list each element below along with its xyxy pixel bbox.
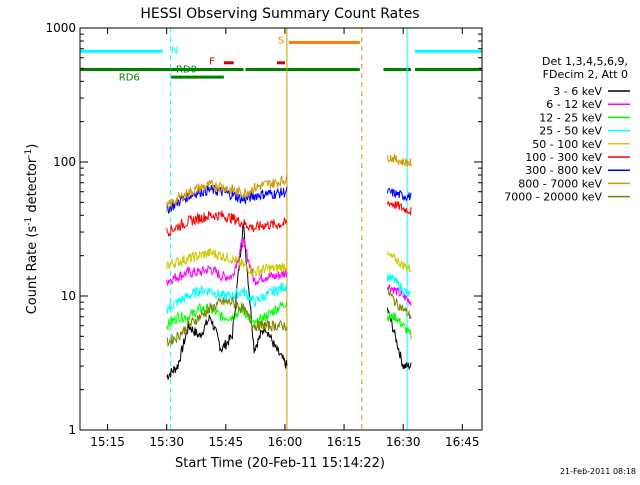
series-4 <box>166 248 412 277</box>
series-trace <box>386 154 412 167</box>
y-tick-label: 1 <box>68 423 76 437</box>
legend-label: 6 - 12 keV <box>546 98 602 111</box>
x-tick-label: 16:45 <box>445 435 480 449</box>
x-tick-label: 15:45 <box>209 435 244 449</box>
flag-label: RD6 <box>119 72 140 83</box>
plot-frame <box>79 27 483 431</box>
series-7 <box>166 154 412 213</box>
flag-label: N <box>171 46 178 57</box>
series-trace <box>386 284 412 307</box>
legend-label: 300 - 800 keV <box>525 164 602 177</box>
x-axis-label: Start Time (20-Feb-11 15:14:22) <box>175 456 385 471</box>
series-trace <box>386 312 412 340</box>
flag-bars: N S F RD0 RD6 <box>80 36 482 83</box>
x-tick-label: 15:15 <box>90 435 125 449</box>
legend-label: 12 - 25 keV <box>539 111 602 124</box>
x-tick-label: 16:30 <box>386 435 421 449</box>
legend-label: 25 - 50 keV <box>539 125 602 138</box>
legend-label: 3 - 6 keV <box>553 85 602 98</box>
series-trace <box>386 273 412 297</box>
series-trace <box>166 184 288 214</box>
time-markers <box>79 28 483 430</box>
legend-label: 50 - 100 keV <box>532 138 602 151</box>
series-trace <box>386 250 412 273</box>
y-tick-label: 100 <box>53 155 76 169</box>
x-tick-label: 16:15 <box>327 435 362 449</box>
flag-label: S <box>278 36 284 47</box>
legend-label: 7000 - 20000 keV <box>504 191 602 204</box>
series-5 <box>166 200 412 237</box>
legend-header-1: Det 1,3,4,5,6,9, <box>542 55 628 68</box>
axes: 15:15 15:30 15:45 16:00 16:15 16:30 16:45 1 10 10… <box>45 21 482 449</box>
series-trace <box>166 173 288 213</box>
series-trace <box>166 248 288 277</box>
y-axis-label-sup1: -1 <box>24 217 34 226</box>
y-tick-label: 1000 <box>45 21 76 35</box>
series-trace <box>166 301 288 331</box>
x-tick-label: 15:30 <box>149 435 184 449</box>
legend: Det 1,3,4,5,6,9, FDecim 2, Att 0 3 - 6 k… <box>504 55 630 204</box>
series-1 <box>166 236 412 307</box>
series-2 <box>166 301 412 340</box>
series-6 <box>166 184 412 214</box>
series-trace <box>166 297 288 348</box>
legend-label: 100 - 300 keV <box>525 151 602 164</box>
series-trace <box>386 307 412 370</box>
series-0 <box>166 223 412 380</box>
series-trace <box>166 283 288 314</box>
y-tick-label: 10 <box>61 289 76 303</box>
series-trace <box>386 286 412 320</box>
flag-label: RD0 <box>176 64 197 75</box>
series-trace <box>386 200 412 216</box>
series-3 <box>166 273 412 314</box>
series-trace <box>166 210 288 237</box>
series-trace <box>386 188 412 202</box>
series-trace <box>166 236 288 287</box>
data-series <box>166 154 412 380</box>
legend-label: 800 - 7000 keV <box>518 177 602 190</box>
y-axis-label-mid: detector <box>25 157 40 217</box>
y-axis-label-end: ) <box>25 144 40 149</box>
y-axis-label: Count Rate (s-1 detector-1) <box>24 144 40 315</box>
legend-header-2: FDecim 2, Att 0 <box>543 68 628 81</box>
timestamp: 21-Feb-2011 08:18 <box>560 467 636 476</box>
y-axis-label-sup2: -1 <box>24 149 34 158</box>
y-axis-label-main: Count Rate (s <box>25 226 40 315</box>
x-tick-label: 16:00 <box>268 435 303 449</box>
flag-label: F <box>209 57 215 68</box>
chart-title: HESSI Observing Summary Count Rates <box>140 6 419 22</box>
series-8 <box>166 286 412 348</box>
